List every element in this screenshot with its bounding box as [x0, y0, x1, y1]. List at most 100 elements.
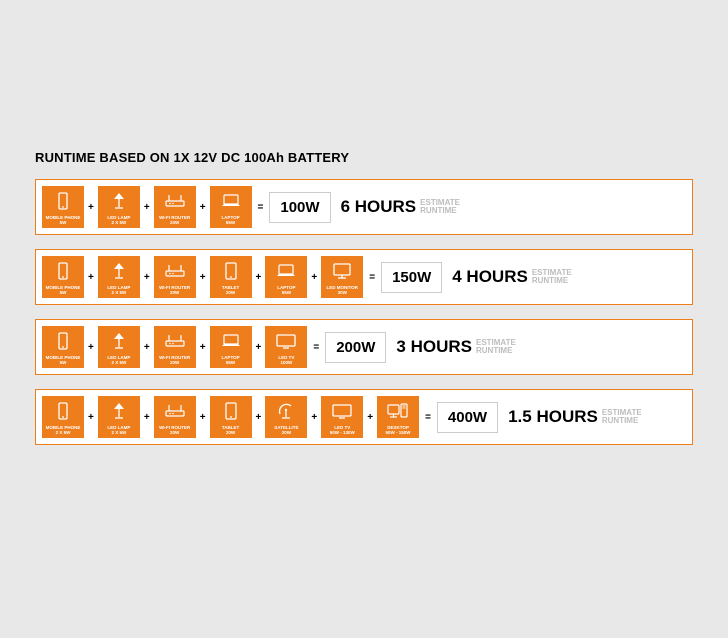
device-label: LED LAMP 2 X 5W	[107, 216, 130, 226]
device-tile: MOBILE PHONE 5W	[42, 256, 84, 298]
runtime-hours: 4 HOURS	[452, 267, 528, 287]
runtime-hours: 3 HOURS	[396, 337, 472, 357]
total-watts: 400W	[437, 402, 498, 433]
equals-separator: =	[252, 202, 270, 213]
tv-icon	[321, 400, 363, 422]
plus-separator: +	[252, 342, 266, 353]
phone-icon	[42, 400, 84, 422]
device-tile: WI-FI ROUTER 20W	[154, 256, 196, 298]
plus-separator: +	[307, 272, 321, 283]
tablet-icon	[210, 400, 252, 422]
device-label: LAPTOP 55W	[277, 286, 295, 296]
device-tile: MOBILE PHONE 5W	[42, 186, 84, 228]
lamp-icon	[98, 400, 140, 422]
device-tile: MOBILE PHONE 2 X 5W	[42, 396, 84, 438]
runtime-row: MOBILE PHONE 5W+LED LAMP 2 X 5W+WI-FI RO…	[35, 179, 693, 235]
phone-icon	[42, 330, 84, 352]
device-label: TABLET 20W	[222, 426, 239, 436]
device-label: TABLET 20W	[222, 286, 239, 296]
plus-separator: +	[140, 272, 154, 283]
runtime-row: MOBILE PHONE 5W+LED LAMP 2 X 5W+WI-FI RO…	[35, 319, 693, 375]
total-watts: 100W	[269, 192, 330, 223]
device-tile: TABLET 20W	[210, 256, 252, 298]
device-tile: MOBILE PHONE 5W	[42, 326, 84, 368]
total-watts: 150W	[381, 262, 442, 293]
plus-separator: +	[196, 412, 210, 423]
device-tile: LED LAMP 2 X 5W	[98, 396, 140, 438]
tv-icon	[265, 330, 307, 352]
device-label: MOBILE PHONE 5W	[46, 286, 81, 296]
device-tile: LAPTOP 55W	[265, 256, 307, 298]
estimate-label: ESTIMATE RUNTIME	[420, 199, 460, 215]
runtime-row: MOBILE PHONE 5W+LED LAMP 2 X 5W+WI-FI RO…	[35, 249, 693, 305]
plus-separator: +	[307, 412, 321, 423]
device-label: DESKTOP 50W - 150W	[386, 426, 411, 436]
device-label: MOBILE PHONE 2 X 5W	[46, 426, 81, 436]
device-label: LED LAMP 2 X 5W	[107, 356, 130, 366]
lamp-icon	[98, 190, 140, 212]
device-label: LED MONITOR 30W	[327, 286, 358, 296]
satellite-icon	[265, 400, 307, 422]
device-tile: TABLET 20W	[210, 396, 252, 438]
total-watts: 200W	[325, 332, 386, 363]
device-tile: LAPTOP 55W	[210, 326, 252, 368]
plus-separator: +	[84, 272, 98, 283]
device-tile: LAPTOP 55W	[210, 186, 252, 228]
phone-icon	[42, 260, 84, 282]
device-tile: WI-FI ROUTER 20W	[154, 326, 196, 368]
device-label: LED TV 100W	[278, 356, 294, 366]
plus-separator: +	[252, 412, 266, 423]
device-tile: LED LAMP 2 X 5W	[98, 186, 140, 228]
estimate-label: ESTIMATE RUNTIME	[476, 339, 516, 355]
desktop-icon	[377, 400, 419, 422]
router-icon	[154, 190, 196, 212]
runtime-hours: 1.5 HOURS	[508, 407, 598, 427]
router-icon	[154, 260, 196, 282]
runtime-rows: MOBILE PHONE 5W+LED LAMP 2 X 5W+WI-FI RO…	[35, 179, 693, 445]
device-label: LED LAMP 2 X 5W	[107, 426, 130, 436]
device-tile: LED LAMP 2 X 5W	[98, 326, 140, 368]
device-tile: WI-FI ROUTER 20W	[154, 186, 196, 228]
device-tile: LED TV 100W	[265, 326, 307, 368]
plus-separator: +	[196, 272, 210, 283]
estimate-label: ESTIMATE RUNTIME	[602, 409, 642, 425]
router-icon	[154, 330, 196, 352]
tablet-icon	[210, 260, 252, 282]
device-label: LED LAMP 2 X 5W	[107, 286, 130, 296]
monitor-icon	[321, 260, 363, 282]
device-label: LAPTOP 55W	[221, 356, 239, 366]
laptop-icon	[210, 190, 252, 212]
device-label: MOBILE PHONE 5W	[46, 356, 81, 366]
plus-separator: +	[84, 342, 98, 353]
device-tile: LED TV 50W - 130W	[321, 396, 363, 438]
equals-separator: =	[307, 342, 325, 353]
page-title: RUNTIME BASED ON 1X 12V DC 100Ah BATTERY	[35, 150, 693, 165]
estimate-label: ESTIMATE RUNTIME	[532, 269, 572, 285]
lamp-icon	[98, 330, 140, 352]
device-label: WI-FI ROUTER 20W	[159, 286, 190, 296]
lamp-icon	[98, 260, 140, 282]
plus-separator: +	[196, 202, 210, 213]
device-label: LAPTOP 55W	[221, 216, 239, 226]
plus-separator: +	[140, 342, 154, 353]
router-icon	[154, 400, 196, 422]
plus-separator: +	[140, 412, 154, 423]
device-label: LED TV 50W - 130W	[330, 426, 355, 436]
plus-separator: +	[84, 412, 98, 423]
device-label: MOBILE PHONE 5W	[46, 216, 81, 226]
laptop-icon	[210, 330, 252, 352]
device-tile: DESKTOP 50W - 150W	[377, 396, 419, 438]
device-tile: LED MONITOR 30W	[321, 256, 363, 298]
device-tile: LED LAMP 2 X 5W	[98, 256, 140, 298]
device-label: WI-FI ROUTER 20W	[159, 426, 190, 436]
laptop-icon	[265, 260, 307, 282]
plus-separator: +	[84, 202, 98, 213]
equals-separator: =	[419, 412, 437, 423]
runtime-row: MOBILE PHONE 2 X 5W+LED LAMP 2 X 5W+WI-F…	[35, 389, 693, 445]
device-label: SATELLITE 20W	[274, 426, 298, 436]
equals-separator: =	[363, 272, 381, 283]
phone-icon	[42, 190, 84, 212]
plus-separator: +	[196, 342, 210, 353]
plus-separator: +	[363, 412, 377, 423]
device-tile: WI-FI ROUTER 20W	[154, 396, 196, 438]
